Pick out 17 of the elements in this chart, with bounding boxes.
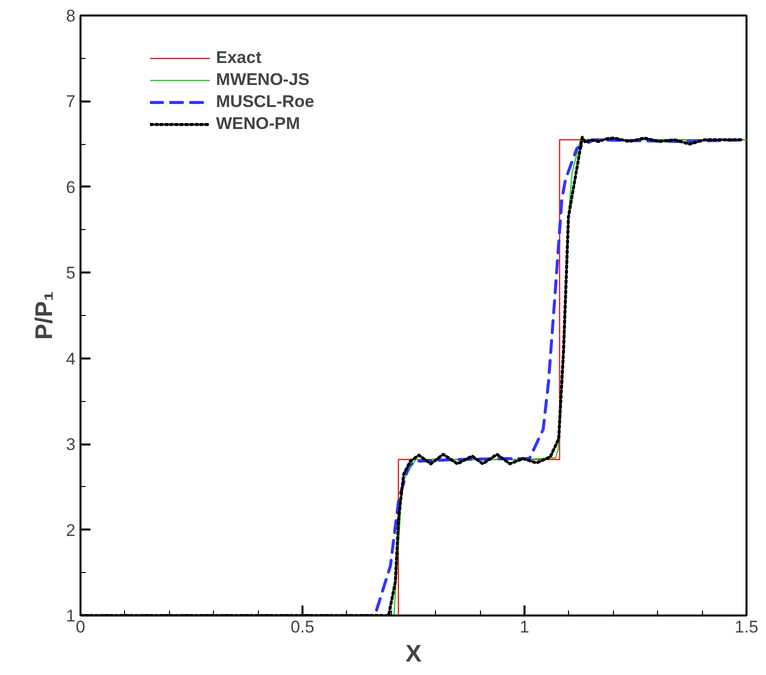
y-tick-label: 4 <box>66 349 76 368</box>
x-tick-label: 1 <box>520 618 530 636</box>
y-axis-title: P/P₁ <box>31 291 58 340</box>
x-tick-label: 0.5 <box>290 618 314 636</box>
legend-label: Exact <box>216 47 262 69</box>
legend-label: MWENO-JS <box>216 69 310 91</box>
y-tick-label: 3 <box>66 435 76 454</box>
x-tick-label: 1.5 <box>734 618 758 636</box>
y-tick-label: 5 <box>66 264 76 283</box>
y-tick-label: 2 <box>66 520 76 540</box>
x-tick-label: 0 <box>76 618 86 636</box>
y-tick-label: 7 <box>66 92 76 112</box>
y-tick-label: 8 <box>66 6 76 26</box>
legend-label: WENO-PM <box>216 113 300 135</box>
y-tick-label: 6 <box>66 178 76 197</box>
x-axis-title: X <box>405 640 422 668</box>
legend-label: MUSCL-Roe <box>216 91 314 113</box>
